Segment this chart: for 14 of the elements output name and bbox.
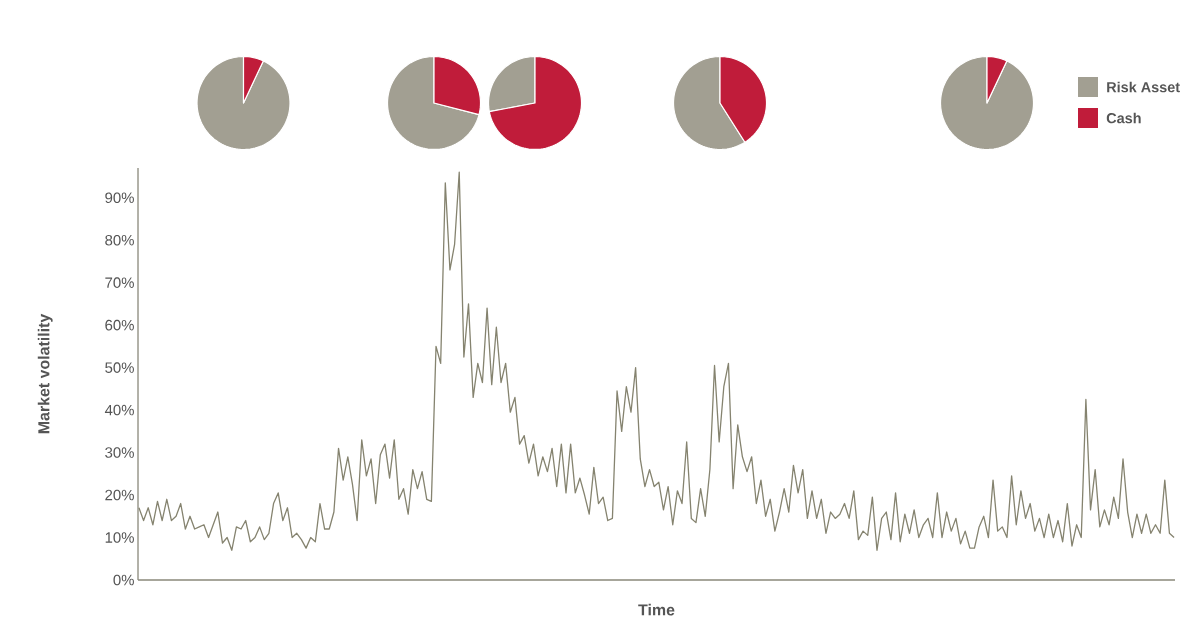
y-tick-label: 50%: [105, 362, 134, 373]
y-tick-label: 70%: [105, 277, 134, 288]
y-tick-label: 20%: [105, 489, 134, 501]
y-tick-label: 10%: [105, 532, 134, 543]
y-tick-label: 0%: [113, 574, 134, 586]
y-tick-label: 90%: [105, 192, 134, 203]
x-axis-title: Time: [638, 603, 675, 616]
legend-label: Cash: [1106, 112, 1141, 124]
y-tick-label: 80%: [105, 234, 134, 246]
y-tick-label: 30%: [105, 447, 134, 458]
y-tick-label: 40%: [104, 404, 134, 416]
y-axis-title: Market volatility: [37, 313, 53, 434]
legend-label: Risk Asset: [1107, 81, 1180, 93]
y-tick-label: 60%: [105, 319, 134, 331]
